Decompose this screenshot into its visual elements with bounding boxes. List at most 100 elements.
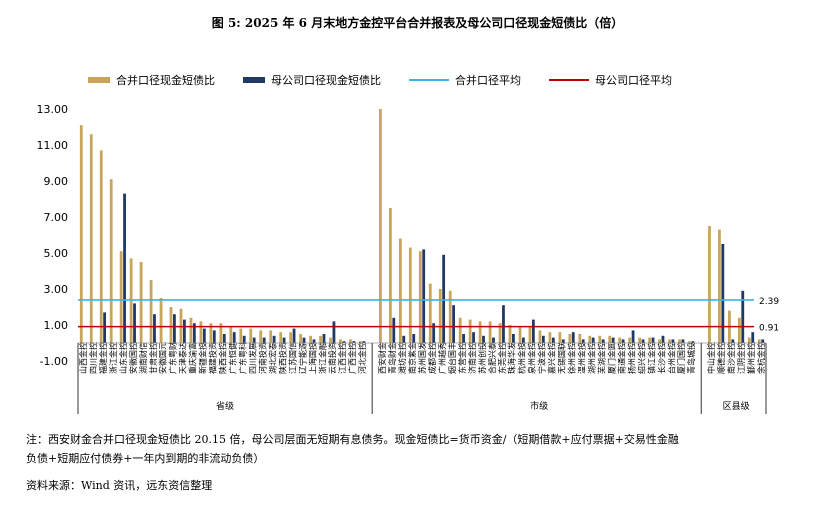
x-tick-label: 东莞金控 [497,342,507,374]
x-tick-label: 陕西金控 [218,342,228,374]
x-tick-label: 江阴金控 [736,342,746,374]
bar-consolidated [359,341,362,343]
legend-item-consolidated-avg: 合并口径平均 [409,72,521,88]
bar-parent [601,339,605,343]
bar-consolidated [638,337,642,343]
bar-parent [192,323,196,343]
bar-parent [671,339,675,343]
x-tick-label: 广州越秀 [437,342,447,374]
bar-parent [472,332,475,343]
legend-label-parent-avg: 母公司口径平均 [595,74,672,87]
bar-parent [571,332,575,343]
avg-label-parent: 0.91 [759,324,779,334]
bar-consolidated [279,332,283,343]
bar-consolidated [349,339,352,343]
x-tick-label: 温州金投 [577,342,587,374]
x-tick-label: 广东粤财 [168,342,178,374]
legend: 合并口径现金短债比 母公司口径现金短债比 合并口径平均 母公司口径平均 [88,72,672,88]
x-tick-label: 东营金控 [457,342,467,374]
bar-parent [512,334,515,343]
legend-label-parent: 母公司口径现金短债比 [271,74,381,87]
x-tick-label: 鄞州金控 [746,342,756,374]
x-tick-label: 湖州金控 [586,342,596,374]
bar-consolidated [448,290,452,343]
x-tick-label: 苏州创投 [477,342,487,374]
x-tick-label: 安徽国元 [158,342,168,374]
bar-parent [492,337,495,343]
bar-parent [262,337,266,343]
x-tick-label: 新疆金投 [198,342,208,374]
chart-note-line-1: 注：西安财金合并口径现金短债比 20.15 倍，母公司层面无短期有息债务。现金短… [26,433,679,446]
y-tick-label: 7.00 [44,211,69,224]
bar-parent [182,319,186,343]
bar-parent [651,337,655,343]
chart-note-line-2: 负债+短期应付债券+一年内到期的非流动负债） [26,452,265,465]
bar-parent [222,334,226,343]
bar-parent [332,321,336,343]
bar-consolidated [628,337,632,343]
bar-parent [522,337,525,343]
bar-consolidated [379,109,382,343]
x-tick-label: 长沙金控 [656,342,666,374]
legend-label-consolidated-avg: 合并口径平均 [455,74,521,87]
bar-parent [761,339,765,343]
bar-consolidated [219,323,223,343]
x-tick-label: 潍坊金控 [397,342,407,374]
bar-consolidated [259,330,263,343]
y-tick-label: 11.00 [37,139,69,152]
bar-consolidated [518,326,522,343]
bar-parent [133,303,136,343]
bar-parent [412,334,416,343]
bar-consolidated [418,251,422,343]
bar-consolidated [299,334,303,343]
x-tick-label: 绍兴金控 [636,342,646,374]
x-tick-label: 湖北宏泰 [267,342,277,374]
bar-parent [123,193,126,343]
bar-consolidated [159,298,163,343]
bar-consolidated [388,208,392,343]
x-tick-label: 广东恒健 [228,342,238,374]
bar-consolidated [528,326,532,343]
y-tick-label: -1.00 [40,355,68,368]
y-tick-label: 13.00 [37,103,69,116]
bar-consolidated [249,328,253,343]
bar-parent [422,249,426,343]
bar-consolidated [149,280,153,343]
bar-consolidated [99,150,103,343]
bar-consolidated [498,323,502,343]
bar-consolidated [488,321,492,343]
x-tick-label: 无锡国联 [558,342,567,374]
bar-parent [282,337,286,343]
x-tick-label: 浙江金融 [317,342,327,374]
bar-consolidated [329,337,332,343]
bar-parent [242,335,246,343]
bar-parent [462,334,465,343]
bar-parent [561,339,565,343]
bar-consolidated [747,337,751,343]
x-tick-label: 中山金控 [706,342,716,374]
legend-swatch-parent [243,77,265,83]
y-tick-label: 1.00 [44,319,69,332]
x-tick-label: 合肥兴泰 [487,342,497,374]
group-label: 区县级 [723,400,750,412]
x-tick-label: 广东粤科 [238,342,248,374]
group-label: 省级 [216,400,234,412]
x-tick-label: 杭州金投 [517,342,527,374]
bar-parent [392,317,396,343]
x-tick-label: 烟台国丰 [447,342,457,374]
x-tick-label: 天津泰达 [178,342,188,374]
x-tick-label: 厦门国控 [676,342,686,374]
bar-parent [591,337,595,343]
x-tick-label: 云南投资 [327,342,337,374]
bar-consolidated [608,335,612,343]
bar-parent [302,337,306,343]
y-tick-label: 9.00 [44,175,69,188]
legend-item-consolidated: 合并口径现金短债比 [88,72,215,88]
bar-parent [611,337,615,343]
bar-consolidated [468,319,472,343]
bar-consolidated [648,337,652,343]
x-tick-label: 徐州金控 [567,342,577,374]
bar-parent [681,339,685,343]
bar-parent [482,335,485,343]
